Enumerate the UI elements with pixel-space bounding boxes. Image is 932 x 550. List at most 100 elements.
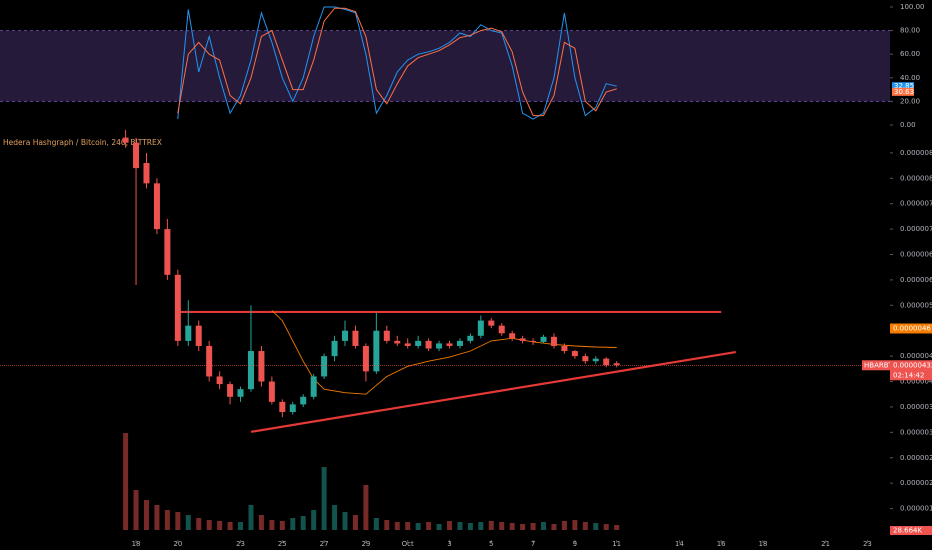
oscillator-band bbox=[0, 30, 890, 102]
volume-bar bbox=[352, 515, 358, 530]
volume-bar bbox=[582, 522, 588, 530]
x-tick-label: 25 bbox=[278, 540, 287, 548]
candle-body bbox=[592, 358, 599, 362]
volume-bar bbox=[238, 522, 244, 530]
y-tick-label: 0.00000600 bbox=[900, 276, 932, 284]
x-tick-label: 14 bbox=[675, 540, 684, 548]
x-tick-label: 23 bbox=[236, 540, 245, 548]
volume-bar bbox=[373, 518, 379, 530]
price-tag bbox=[890, 360, 932, 381]
chart-title: Hedera Hashgraph / Bitcoin, 240, BITTREX bbox=[3, 138, 162, 147]
volume-bar bbox=[279, 521, 285, 530]
candle-body bbox=[415, 340, 422, 346]
volume-bar bbox=[217, 521, 223, 530]
candle-body bbox=[488, 320, 495, 326]
volume-bar bbox=[530, 523, 536, 530]
y-tick-label: 0.00 bbox=[900, 121, 916, 129]
volume-bar bbox=[300, 516, 306, 530]
candle-body bbox=[237, 389, 244, 397]
candle-body bbox=[133, 142, 140, 169]
volume-bar bbox=[520, 524, 526, 530]
candle-body bbox=[153, 183, 160, 230]
y-tick-label: 20.00 bbox=[900, 97, 920, 105]
y-tick-label: 60.00 bbox=[900, 50, 920, 58]
y-tick-label: 0.00000400 bbox=[900, 378, 932, 386]
candle-body bbox=[185, 325, 192, 341]
candle-body bbox=[122, 137, 129, 143]
volume-bar bbox=[405, 522, 411, 530]
y-tick-label: 0.00000750 bbox=[900, 200, 932, 208]
candle-body bbox=[373, 330, 380, 372]
candle-body bbox=[446, 343, 453, 346]
volume-bar bbox=[561, 521, 567, 530]
volume-bar bbox=[457, 522, 463, 530]
volume-tag bbox=[890, 526, 932, 535]
candle-body bbox=[613, 363, 620, 366]
candle-body bbox=[383, 330, 390, 341]
volume-bar bbox=[269, 520, 275, 530]
volume-bar bbox=[133, 490, 139, 530]
volume-bar bbox=[467, 523, 473, 530]
oscillator-line bbox=[177, 6, 617, 120]
volume-bar bbox=[143, 500, 149, 530]
candle-body bbox=[571, 351, 578, 357]
symbol-label: HBARBTC bbox=[864, 361, 897, 369]
x-tick-label: 7 bbox=[531, 540, 535, 548]
candle-body bbox=[206, 345, 213, 377]
x-tick-label: 23 bbox=[863, 540, 872, 548]
volume-bar bbox=[541, 522, 547, 530]
x-tick-label: 9 bbox=[573, 540, 577, 548]
volume-bar bbox=[499, 522, 505, 530]
x-tick-label: 21 bbox=[821, 540, 830, 548]
y-tick-label: 0.00000800 bbox=[900, 174, 932, 182]
y-tick-label: 0.00000450 bbox=[900, 352, 932, 360]
candle-body bbox=[467, 335, 474, 341]
y-tick-label: 0.00000850 bbox=[900, 149, 932, 157]
x-tick-label: 11 bbox=[612, 540, 621, 548]
candle-body bbox=[436, 343, 443, 349]
value-tag bbox=[892, 87, 914, 96]
volume-bar bbox=[321, 467, 327, 530]
ma-tag bbox=[890, 323, 932, 334]
volume-bar bbox=[488, 521, 494, 530]
volume-bar bbox=[123, 433, 129, 530]
candle-body bbox=[143, 163, 150, 184]
y-tick-label: 0.00000250 bbox=[900, 454, 932, 462]
y-tick-label: 100.00 bbox=[900, 3, 925, 11]
y-tick-label: 40.00 bbox=[900, 74, 920, 82]
countdown-label: 02:14:42 bbox=[893, 371, 924, 379]
volume-bar bbox=[394, 522, 400, 530]
volume-bar bbox=[363, 485, 369, 530]
candle-body bbox=[582, 356, 589, 362]
volume-bar bbox=[185, 515, 191, 530]
volume-bar bbox=[227, 522, 233, 530]
x-tick-label: 20 bbox=[173, 540, 182, 548]
candle-body bbox=[509, 333, 516, 339]
volume-bar bbox=[258, 515, 264, 530]
value-tag-label: 30.63 bbox=[894, 88, 914, 96]
volume-bar bbox=[593, 523, 599, 530]
x-tick-label: 3 bbox=[447, 540, 451, 548]
volume-bar bbox=[446, 521, 452, 530]
symbol-tag bbox=[862, 360, 890, 371]
price-label: 0.00000432 bbox=[893, 361, 932, 369]
volume-bar bbox=[154, 505, 160, 530]
volume-bar bbox=[436, 524, 442, 530]
candle-body bbox=[352, 330, 359, 346]
candle-body bbox=[394, 340, 401, 344]
candle-body bbox=[289, 404, 296, 413]
volume-bar bbox=[206, 520, 212, 530]
y-tick-label: 0.00000200 bbox=[900, 479, 932, 487]
volume-bar bbox=[551, 524, 557, 530]
candle-body bbox=[550, 336, 557, 346]
volume-bar bbox=[384, 520, 390, 530]
volume-bar bbox=[164, 510, 170, 530]
y-tick-label: 0.00000150 bbox=[900, 505, 932, 513]
volume-bar bbox=[614, 525, 620, 530]
x-tick-label: 27 bbox=[320, 540, 329, 548]
candle-body bbox=[195, 325, 202, 346]
candle-body bbox=[456, 340, 463, 346]
candle-body bbox=[300, 396, 307, 405]
candle-body bbox=[279, 401, 286, 413]
candle-body bbox=[174, 274, 181, 341]
